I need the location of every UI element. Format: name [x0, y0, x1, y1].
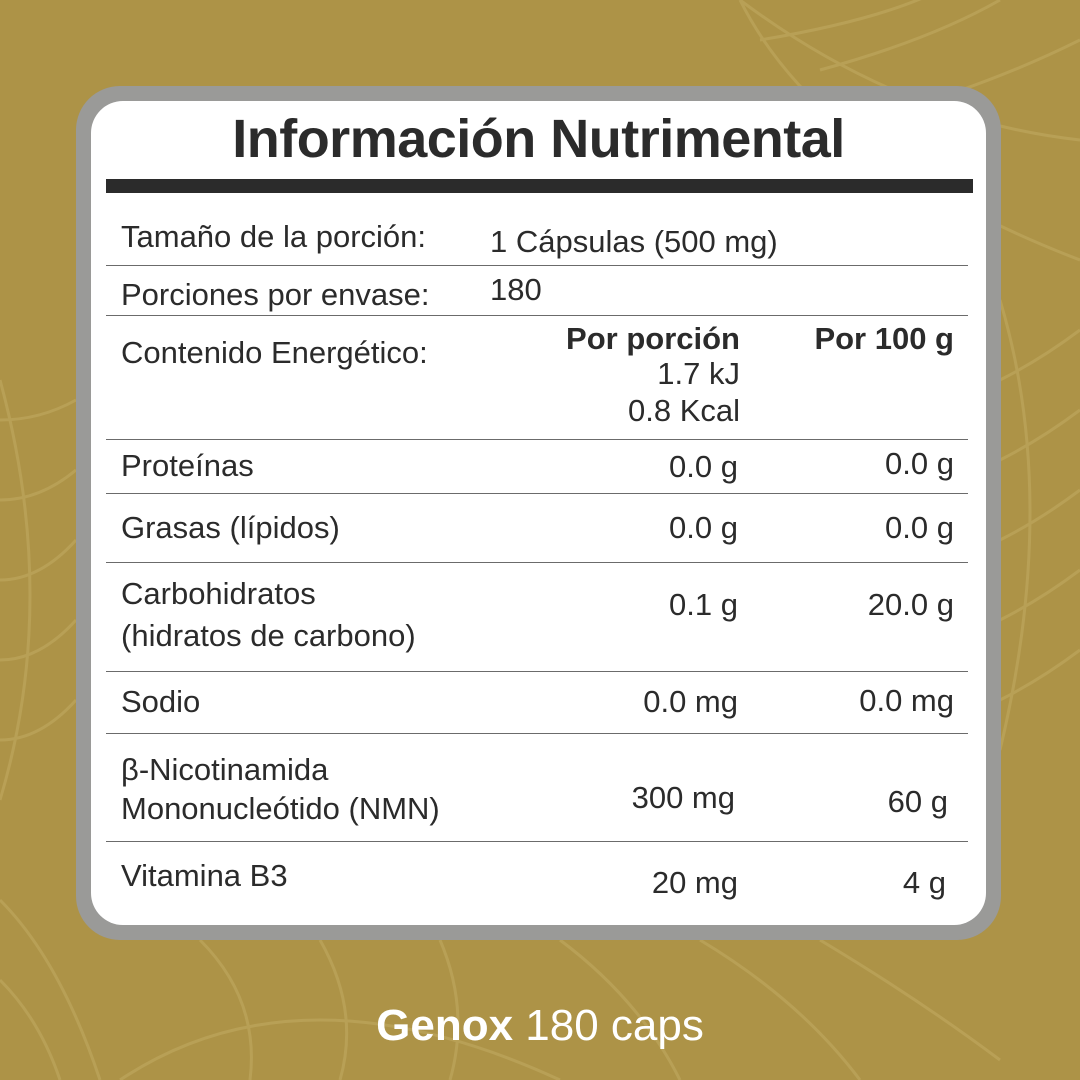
nutrient-label-line2: (hidratos de carbono)	[121, 618, 416, 653]
row-divider	[106, 562, 968, 563]
nutrient-per-100g: 60 g	[887, 784, 948, 819]
product-variant: 180 caps	[513, 1001, 704, 1050]
energy-kj-value: 1.7 kJ	[657, 356, 740, 391]
serving-size-value: 1 Cápsulas (500 mg)	[490, 224, 778, 259]
nutrient-label-line2: Mononucleótido (NMN)	[121, 791, 440, 826]
row-divider	[106, 841, 968, 842]
nutrient-per-100g: 0.0 g	[885, 510, 954, 545]
nutrient-label: Carbohidratos	[121, 576, 316, 611]
nutrient-label: Sodio	[121, 684, 201, 719]
row-divider	[106, 439, 968, 440]
row-divider	[106, 265, 968, 266]
nutrient-per-100g: 0.0 g	[885, 446, 954, 481]
servings-per-container-label: Porciones por envase:	[121, 277, 430, 312]
row-divider	[106, 315, 968, 316]
brand-name: Genox	[376, 1001, 514, 1050]
nutrient-per-serving: 0.1 g	[669, 587, 738, 622]
nutrition-label-card	[91, 101, 986, 925]
nutrient-label: Vitamina B3	[121, 858, 288, 893]
row-divider	[106, 733, 968, 734]
nutrient-per-serving: 0.0 g	[669, 449, 738, 484]
row-divider	[106, 671, 968, 672]
nutrient-per-serving: 300 mg	[631, 780, 735, 815]
nutrient-label: Proteínas	[121, 448, 254, 483]
nutrient-label: β-Nicotinamida	[121, 752, 329, 787]
nutrient-per-100g: 4 g	[902, 865, 946, 900]
column-header-per-100g: Por 100 g	[814, 321, 954, 356]
label-title: Información Nutrimental	[232, 109, 845, 169]
servings-per-container-value: 180	[490, 272, 542, 307]
nutrient-per-serving: 0.0 mg	[643, 684, 738, 719]
serving-size-label: Tamaño de la porción:	[121, 219, 427, 254]
product-caption: Genox 180 caps	[0, 1000, 1080, 1052]
energy-kcal-value: 0.8 Kcal	[627, 393, 740, 428]
column-header-per-serving: Por porción	[566, 321, 740, 356]
nutrient-label: Grasas (lípidos)	[121, 510, 340, 545]
nutrient-per-serving: 20 mg	[651, 865, 738, 900]
title-divider	[106, 179, 973, 193]
energy-label: Contenido Energético:	[121, 335, 428, 370]
row-divider	[106, 493, 968, 494]
nutrient-per-100g: 0.0 mg	[859, 683, 954, 718]
nutrient-per-serving: 0.0 g	[669, 510, 738, 545]
nutrient-per-100g: 20.0 g	[867, 587, 954, 622]
